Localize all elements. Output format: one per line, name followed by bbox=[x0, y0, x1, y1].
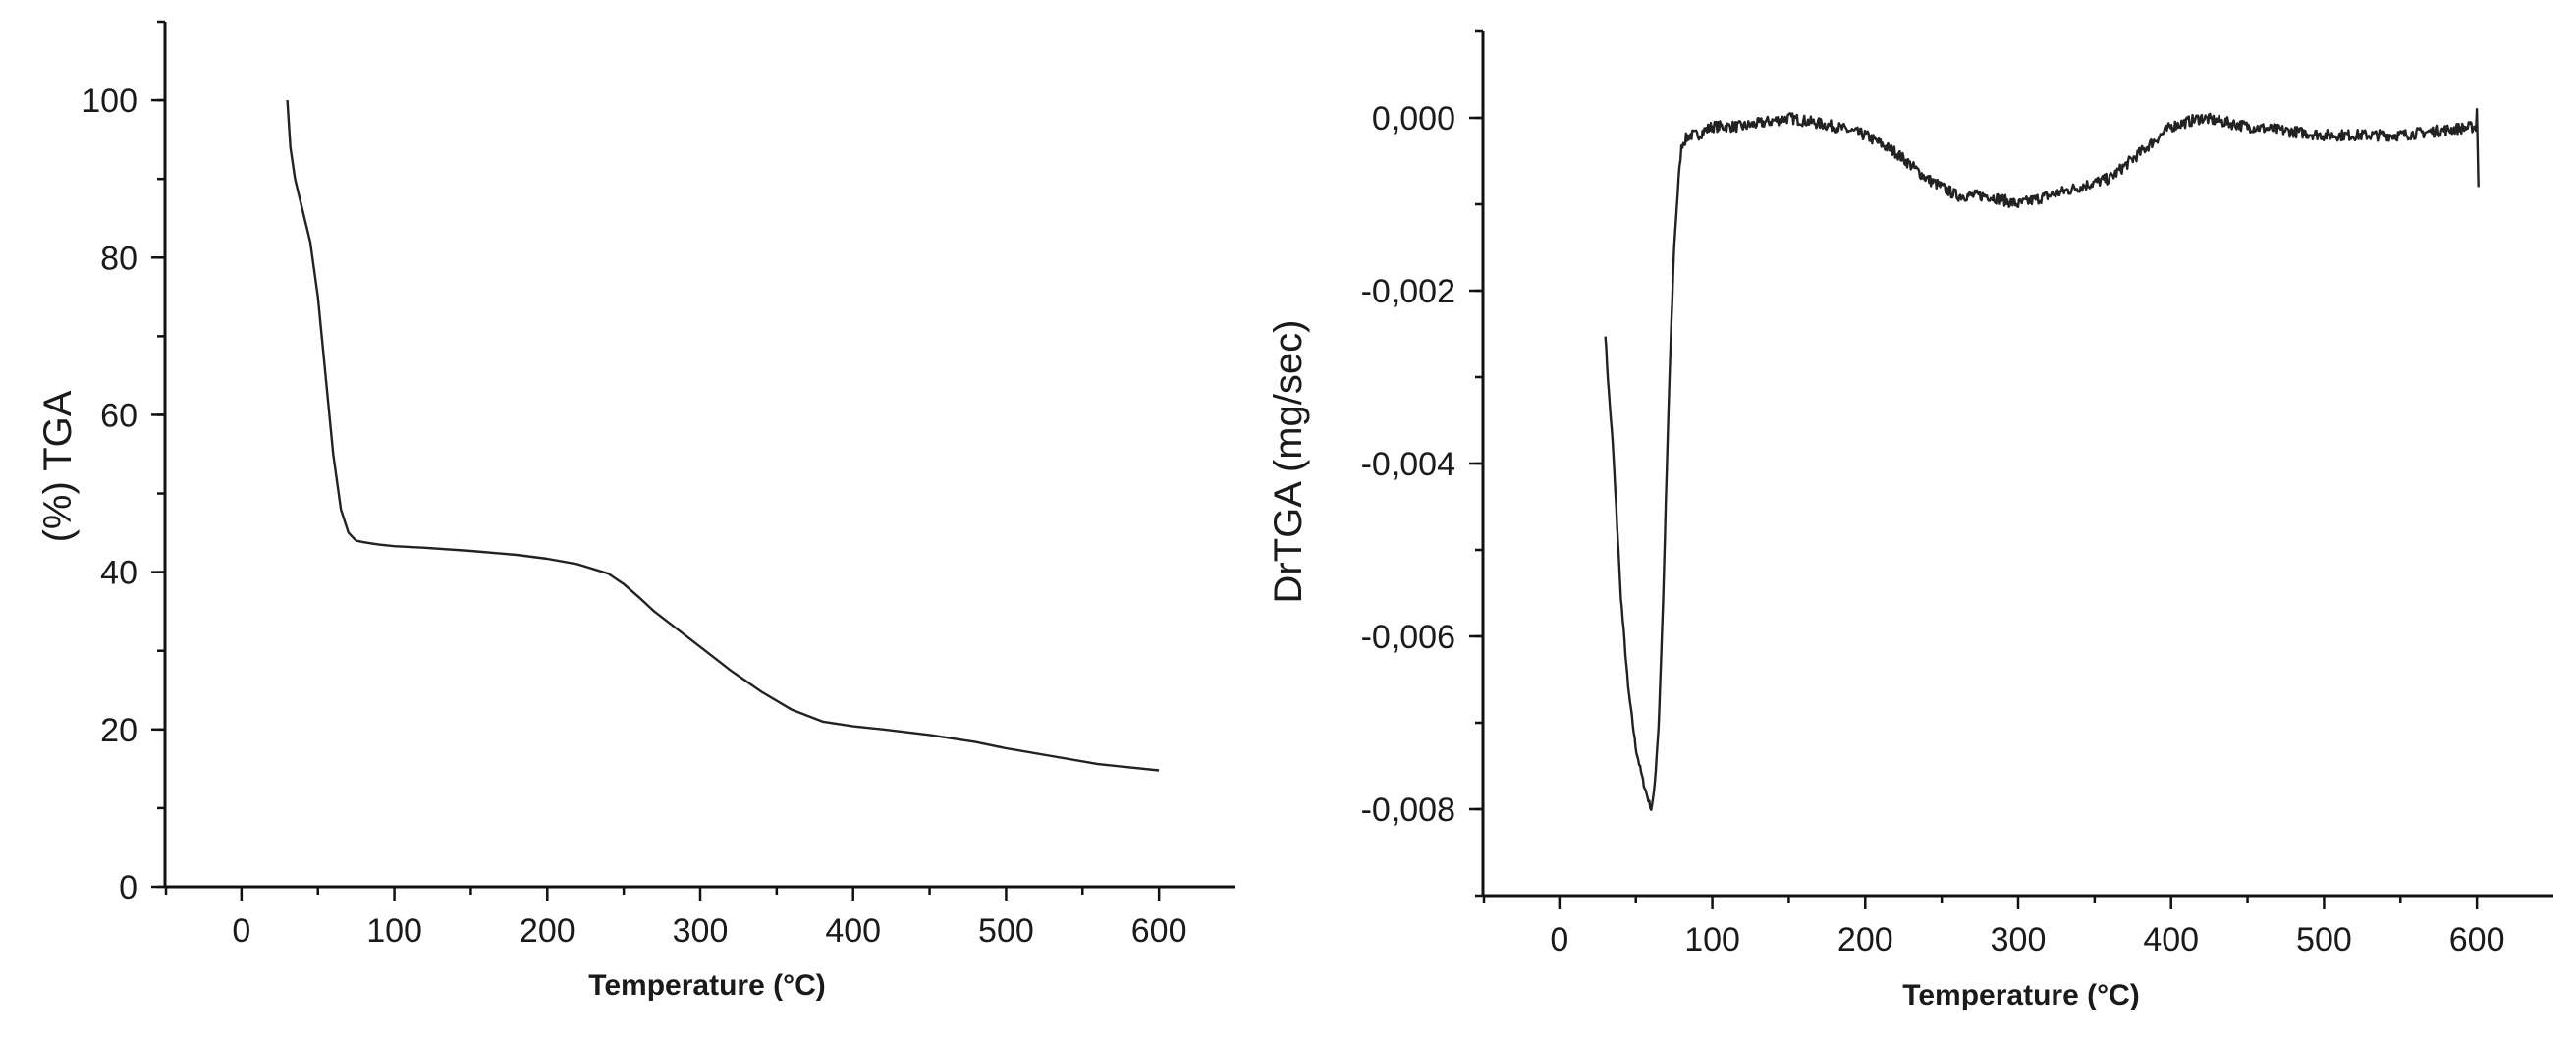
tga-x-tick-label: 400 bbox=[825, 912, 881, 950]
tga-x-tick-label: 300 bbox=[673, 912, 729, 950]
tga-x-tick-label: 500 bbox=[978, 912, 1034, 950]
tga-x-tick-label: 600 bbox=[1131, 912, 1187, 950]
tga-x-tick-label: 0 bbox=[232, 912, 250, 950]
drtga-y-tick-label: -0,004 bbox=[1361, 446, 1455, 483]
drtga-ticks: 0 100 200 300 400 500 600 0,000 -0,002 -0,004 -0,0… bbox=[1361, 29, 2505, 958]
drtga-y-tick-label: 0,000 bbox=[1372, 100, 1455, 137]
tga-y-tick-label: 20 bbox=[100, 712, 137, 749]
drtga-chart: 0 100 200 300 400 500 600 0,000 -0,002 -0,004 -0,0… bbox=[1267, 29, 2553, 1011]
drtga-y-tick-label: -0,002 bbox=[1361, 273, 1455, 310]
tga-x-axis-title: Temperature (°C) bbox=[588, 969, 825, 1002]
drtga-x-tick-label: 300 bbox=[1991, 921, 2047, 958]
tga-x-tick-label: 200 bbox=[520, 912, 575, 950]
tga-y-tick-label: 60 bbox=[100, 397, 137, 434]
tga-series-line bbox=[286, 100, 1160, 772]
drtga-y-tick-label: -0,006 bbox=[1361, 619, 1455, 656]
tga-y-tick-label: 40 bbox=[100, 555, 137, 592]
tga-axes bbox=[163, 22, 1235, 889]
tga-x-tick-label: 100 bbox=[366, 912, 422, 950]
drtga-x-axis-title: Temperature (°C) bbox=[1902, 979, 2139, 1011]
drtga-x-tick-label: 200 bbox=[1837, 921, 1893, 958]
tga-y-tick-label: 0 bbox=[119, 869, 137, 906]
tga-y-tick-label: 80 bbox=[100, 240, 137, 277]
drtga-series-line bbox=[1604, 108, 2480, 811]
tga-chart: 0 100 200 300 400 500 600 0 20 40 60 80 100 Temperat… bbox=[36, 20, 1235, 1002]
drtga-x-tick-label: 500 bbox=[2296, 921, 2352, 958]
tga-y-axis-title: (%) TGA bbox=[36, 390, 80, 542]
drtga-axes bbox=[1481, 31, 2553, 898]
drtga-y-axis-title: DrTGA (mg/sec) bbox=[1267, 320, 1310, 604]
drtga-x-tick-label: 100 bbox=[1684, 921, 1740, 958]
drtga-x-tick-label: 400 bbox=[2143, 921, 2199, 958]
drtga-x-tick-label: 600 bbox=[2449, 921, 2505, 958]
drtga-y-tick-label: -0,008 bbox=[1361, 791, 1455, 829]
tga-ticks: 0 100 200 300 400 500 600 0 20 40 60 80 100 bbox=[82, 20, 1187, 950]
tga-y-tick-label: 100 bbox=[82, 82, 137, 120]
drtga-x-tick-label: 0 bbox=[1550, 921, 1568, 958]
